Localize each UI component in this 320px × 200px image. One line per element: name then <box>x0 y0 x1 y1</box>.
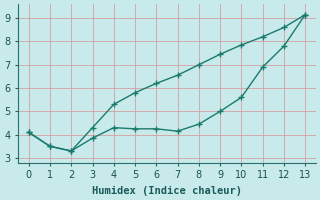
X-axis label: Humidex (Indice chaleur): Humidex (Indice chaleur) <box>92 186 242 196</box>
